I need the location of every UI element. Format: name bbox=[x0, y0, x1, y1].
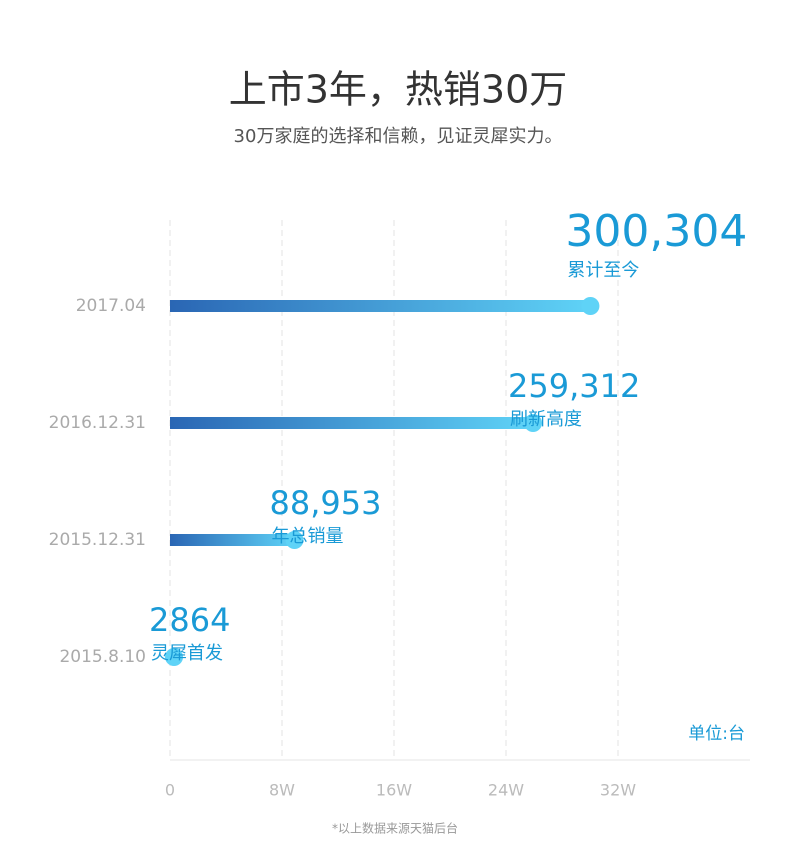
annotation: 年总销量 bbox=[272, 526, 344, 547]
bar-end-dot bbox=[285, 531, 304, 549]
bar-end-dot bbox=[165, 648, 184, 666]
bar bbox=[170, 417, 534, 429]
bar-end-dot bbox=[524, 414, 543, 432]
value-label: 88,953 bbox=[270, 484, 382, 522]
unit-label: 单位:台 bbox=[688, 724, 745, 744]
source-note: *以上数据来源天猫后台 bbox=[332, 821, 458, 836]
x-tick-label: 24W bbox=[488, 781, 524, 800]
value-label: 300,304 bbox=[565, 206, 747, 257]
annotation: 灵犀首发 bbox=[151, 643, 223, 664]
bar bbox=[170, 300, 591, 312]
y-tick-label: 2015.8.10 bbox=[59, 647, 146, 667]
x-tick-label: 32W bbox=[600, 781, 636, 800]
x-tick-label: 16W bbox=[376, 781, 412, 800]
x-tick-label: 0 bbox=[165, 781, 175, 800]
y-tick-label: 2015.12.31 bbox=[49, 530, 146, 550]
bar bbox=[170, 534, 295, 546]
x-tick-label: 8W bbox=[269, 781, 295, 800]
chart-subtitle: 30万家庭的选择和信赖，见证灵犀实力。 bbox=[234, 126, 563, 147]
y-tick-label: 2017.04 bbox=[76, 296, 146, 316]
annotation: 累计至今 bbox=[567, 260, 639, 281]
annotation: 刷新高度 bbox=[510, 409, 582, 430]
value-label: 259,312 bbox=[508, 367, 640, 405]
value-label: 2864 bbox=[149, 601, 230, 639]
chart-title: 上市3年，热销30万 bbox=[229, 68, 568, 112]
bar-end-dot bbox=[581, 297, 600, 315]
y-tick-label: 2016.12.31 bbox=[49, 413, 146, 433]
